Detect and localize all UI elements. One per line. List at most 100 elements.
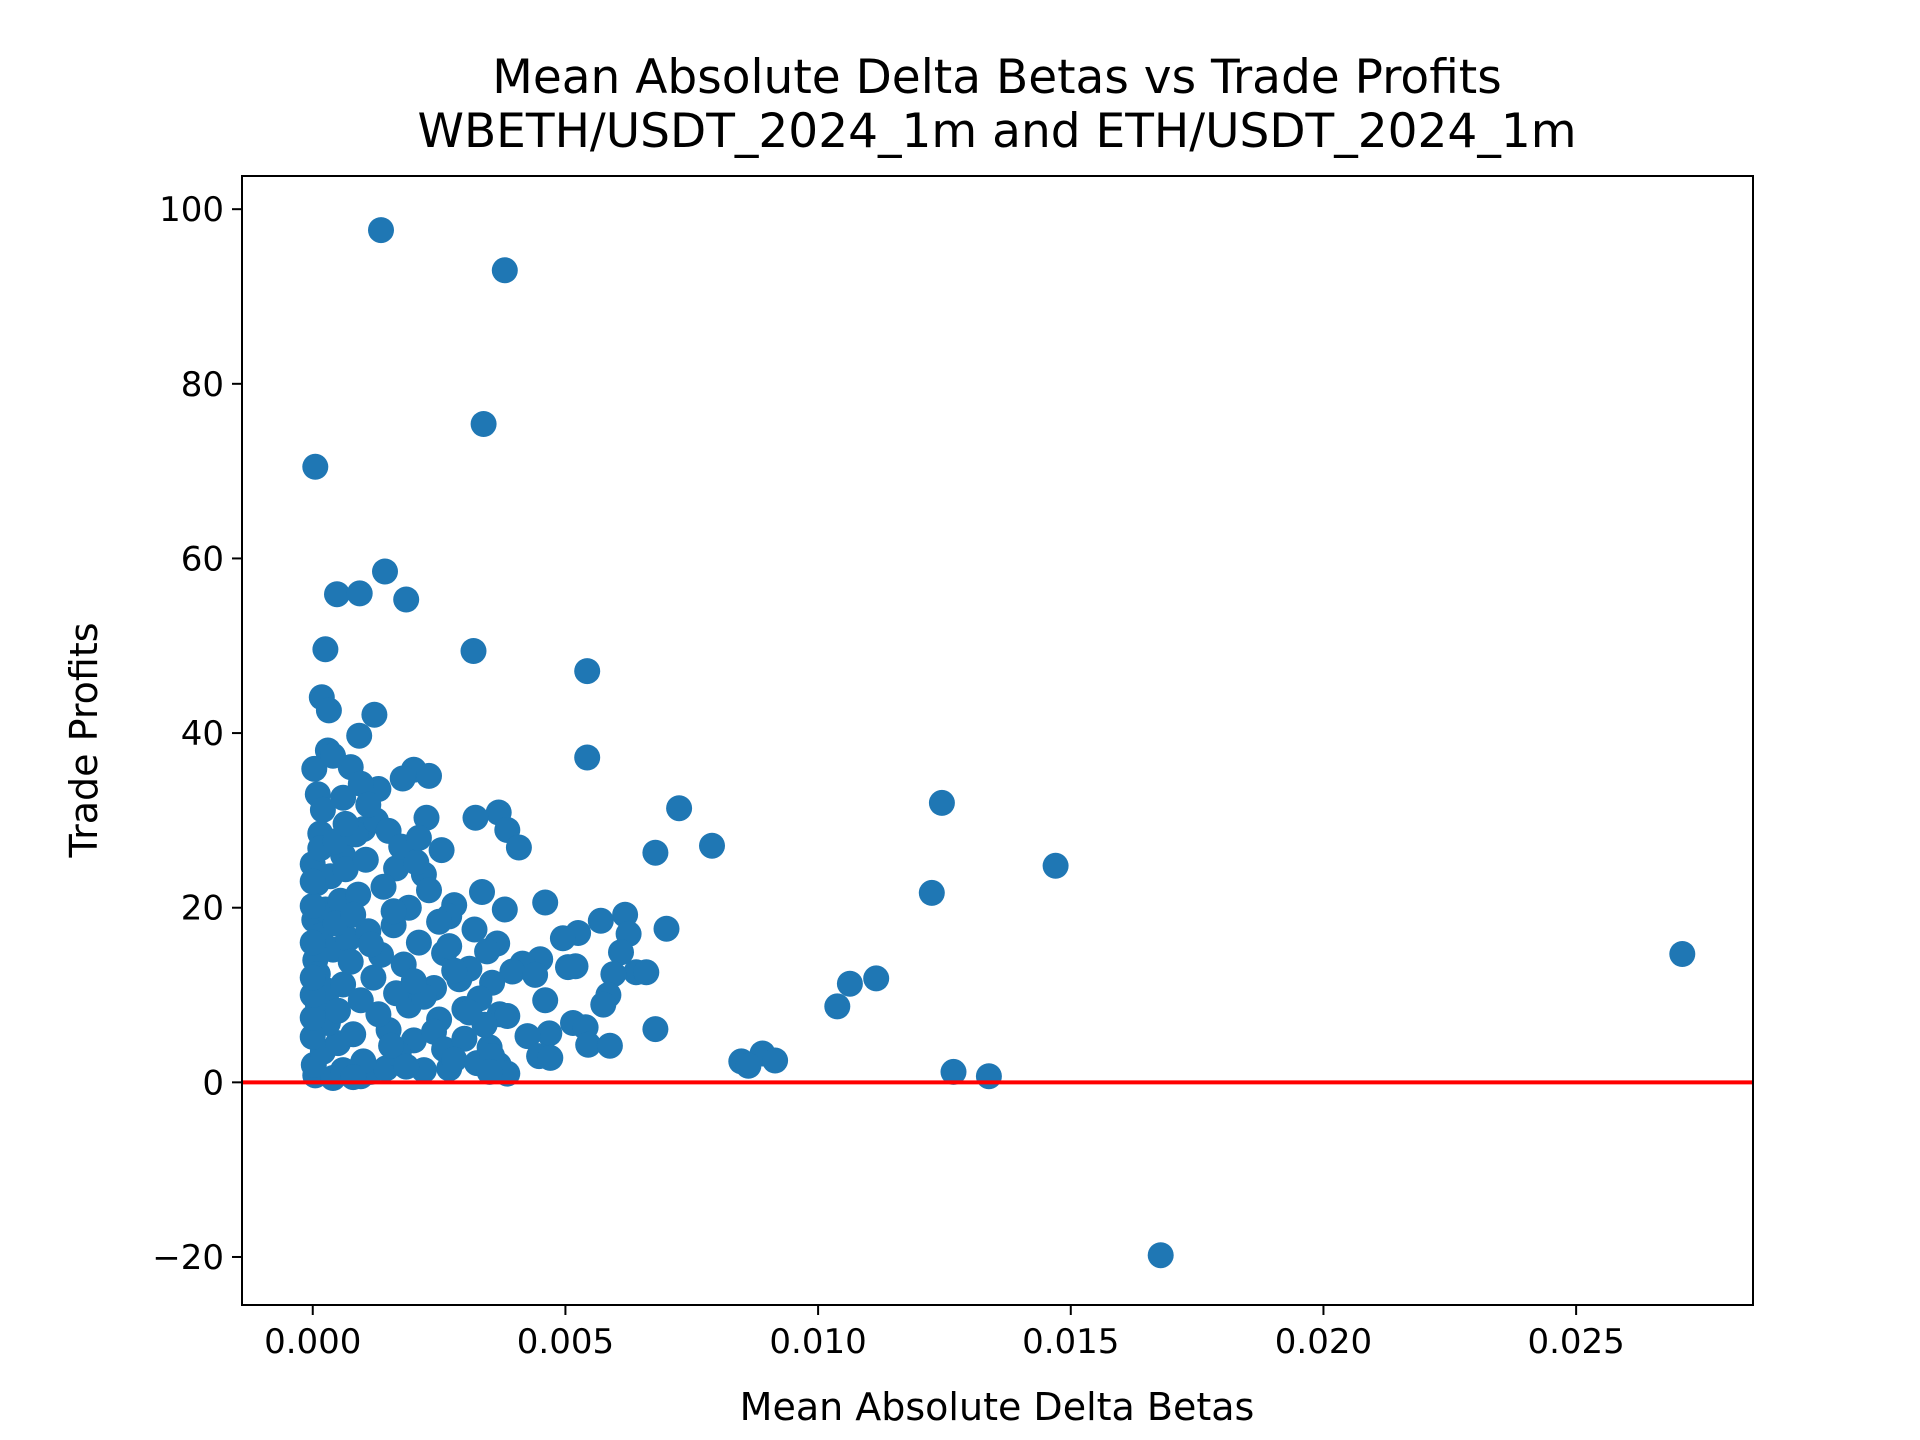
scatter-point [302,453,329,480]
scatter-point [352,846,379,873]
y-axis-label: Trade Profits [62,622,106,858]
scatter-point [340,1021,367,1048]
x-tick-label: 0.025 [1527,1322,1624,1362]
scatter-point [436,933,463,960]
scatter-point [575,1031,602,1058]
scatter-point [824,993,851,1020]
scatter-point [536,1020,563,1047]
scatter-point [1669,941,1696,967]
scatter-point [347,770,374,797]
y-tick-label: 80 [181,365,224,405]
scatter-point [372,558,398,585]
scatter-point [494,1003,521,1029]
y-axis: −20 0 20 40 60 80 100 [152,190,242,1278]
scatter-point [393,1053,420,1080]
scatter-point [368,217,394,244]
scatter-point [389,765,416,792]
scatter-point [574,658,601,685]
scatter-point [361,701,388,728]
scatter-point [441,957,468,984]
scatter-point [642,1016,669,1043]
scatter-point [928,789,955,816]
scatter-point [405,929,432,956]
scatter-point [340,901,367,928]
scatter-point [383,855,410,882]
chart-title: Mean Absolute Delta Betas vs Trade Profi… [492,50,1501,105]
scatter-point [469,879,495,905]
scatter-point [461,916,488,943]
scatter-point [975,1063,1002,1090]
scatter-point [330,784,357,811]
scatter-point [337,948,364,975]
scatter-point [360,964,387,991]
scatter-point [416,762,442,789]
scatter-point [357,931,384,958]
scatter-point [370,873,397,900]
scatter-point [470,411,497,437]
scatter-point [355,791,382,818]
scatter-point [940,1058,967,1085]
x-tick-label: 0.005 [517,1322,614,1362]
scatter-point [612,901,639,928]
scatter-point [332,856,359,883]
scatter-point [426,908,453,935]
scatter-point [393,586,420,613]
plot-frame [241,175,1754,1306]
scatter-point [596,1032,623,1059]
scatter-point [633,959,660,986]
scatter-point [451,1025,478,1052]
scatter-point [441,1046,468,1073]
scatter-point [315,697,342,724]
scatter-point [590,991,617,1018]
scatter-point [600,961,627,988]
scatter-point [1042,852,1069,879]
scatter-point [299,1023,326,1050]
scatter-point [365,1001,392,1028]
scatter-point [836,970,863,997]
scatter-point [653,915,680,942]
scatter-point [400,968,427,995]
scatter-point [642,839,669,866]
scatter-point [537,1044,564,1071]
scatter-point [324,581,350,608]
scatter-point [299,964,326,991]
scatter-point [346,722,373,749]
scatter-point [491,896,518,923]
y-tick-label: 100 [159,190,224,230]
scatter-point [735,1052,762,1079]
scatter-point [918,879,945,906]
scatter-point [505,834,532,861]
scatter-point [574,744,601,771]
scatter-point [325,997,351,1024]
scatter-point [474,938,501,965]
scatter-point [699,832,725,859]
scatter-point [309,796,336,823]
scatter-point [347,987,374,1014]
scatter-point [299,929,326,956]
scatter-point [299,1004,326,1031]
scatter-point [476,1058,503,1085]
scatter-point [299,868,326,895]
data-points [299,217,1696,1269]
scatter-point [380,898,407,925]
scatter-point [555,954,581,981]
scatter-point [332,810,359,837]
y-tick-label: 40 [181,714,224,754]
scatter-point [460,638,487,664]
y-tick-label: 0 [202,1063,224,1103]
scatter-point [462,804,489,831]
scatter-point [428,837,455,864]
scatter-point [320,742,346,769]
scatter-point [403,849,430,876]
scatter-point [340,1064,367,1091]
scatter-point [416,877,442,904]
x-tick-label: 0.020 [1275,1322,1372,1362]
y-tick-label: −20 [152,1238,224,1278]
scatter-point [666,795,693,822]
scatter-point [863,965,890,992]
scatter-point [405,824,432,851]
scatter-point [378,1032,405,1059]
scatter-point [491,257,518,284]
scatter-point [608,939,634,966]
y-tick-label: 60 [181,539,224,579]
